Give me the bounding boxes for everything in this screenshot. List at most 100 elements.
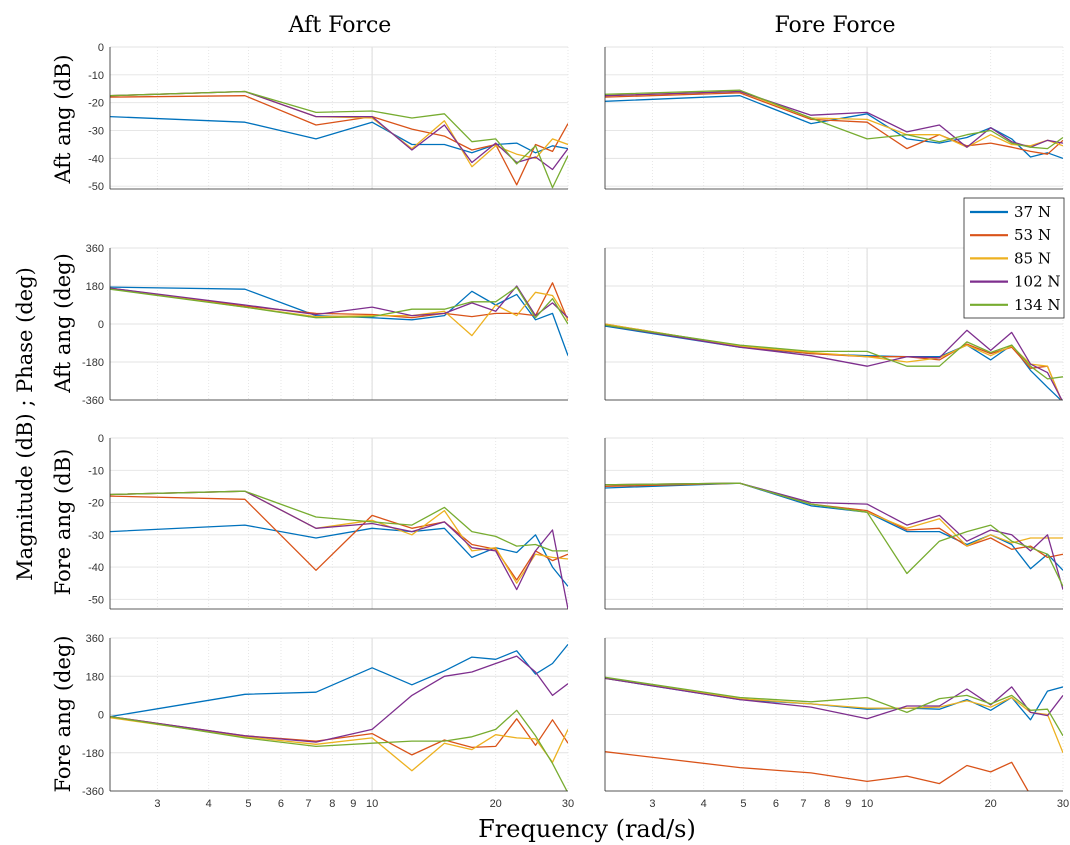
y-tick-label: -20 <box>88 98 104 110</box>
column-title-fore-force: Fore Force <box>775 13 896 38</box>
y-tick-label: 180 <box>86 671 104 683</box>
series-line-102-n <box>110 90 568 171</box>
y-tick-label: 360 <box>86 633 104 645</box>
panel-aft-force-aft-phase: 360 180 0 -180 -360 <box>82 243 569 407</box>
y-tick-label: -40 <box>88 562 104 574</box>
plot-area <box>110 438 568 609</box>
y-tick-label: -50 <box>88 594 104 606</box>
row-label-fore-mag: Fore ang (dB) <box>51 449 75 596</box>
series-line-134-n <box>605 482 1063 587</box>
series-line-85-n <box>110 717 568 772</box>
panel-fore-force-aft-mag <box>604 46 1064 190</box>
panel-fore-force-fore-mag <box>604 437 1064 610</box>
series-line-102-n <box>605 90 1063 148</box>
x-tick-label: 9 <box>845 798 851 810</box>
x-tick-label: 7 <box>305 798 311 810</box>
column-title-aft-force: Aft Force <box>288 13 392 38</box>
series-line-134-n <box>605 89 1063 150</box>
row-label-fore-phase: Fore ang (deg) <box>51 635 75 792</box>
series-group <box>110 282 568 356</box>
y-tick-label: 0 <box>98 319 104 331</box>
x-tick-label: 3 <box>154 798 160 810</box>
y-tick-label: -180 <box>82 357 104 369</box>
y-tick-label: -30 <box>88 530 104 542</box>
y-tick-label: -40 <box>88 153 104 165</box>
x-tick-label: 30 <box>1057 798 1069 810</box>
x-tick-label: 3 <box>649 798 655 810</box>
series-line-37-n <box>110 643 568 718</box>
legend: 37 N 53 N 85 N 102 N 134 N <box>963 197 1065 319</box>
x-tick-label: 8 <box>824 798 830 810</box>
y-tick-label: -360 <box>82 395 104 407</box>
legend-entry: 53 N <box>1014 226 1051 244</box>
series-line-102-n <box>110 285 568 319</box>
y-tick-label: 360 <box>86 243 104 255</box>
series-group <box>110 643 568 791</box>
series-line-134-n <box>110 709 568 791</box>
series-line-37-n <box>605 482 1063 571</box>
legend-entry: 102 N <box>1014 273 1061 291</box>
panel-aft-force-fore-mag: 0 -10 -20 -30 -40 -50 <box>88 433 569 610</box>
series-line-53-n <box>110 282 568 322</box>
series-line-134-n <box>110 90 568 189</box>
series-group <box>605 482 1063 590</box>
y-tick-label: 0 <box>98 433 104 445</box>
y-tick-label: 180 <box>86 281 104 293</box>
x-tick-label: 20 <box>490 798 502 810</box>
x-tick-label: 8 <box>329 798 335 810</box>
series-line-102-n <box>110 490 568 609</box>
common-y-label: Magnitude (dB) ; Phase (deg) <box>13 267 37 581</box>
x-tick-label: 6 <box>773 798 779 810</box>
series-line-134-n <box>110 286 568 325</box>
y-tick-label: -360 <box>82 786 104 798</box>
y-tick-label: 0 <box>98 42 104 54</box>
series-group <box>605 676 1063 791</box>
x-tick-label: 10 <box>366 798 378 810</box>
series-line-102-n <box>605 324 1063 400</box>
series-line-53-n <box>110 495 568 581</box>
x-tick-label: 30 <box>562 798 574 810</box>
panel-aft-force-fore-phase: 360 180 0 -180 -360 3 4 5 6 7 8 9 10 20 30 <box>82 633 574 810</box>
plot-area <box>605 438 1063 609</box>
legend-entry: 134 N <box>1014 296 1061 314</box>
x-tick-label: 10 <box>861 798 873 810</box>
x-tick-label: 5 <box>740 798 746 810</box>
x-tick-label: 7 <box>800 798 806 810</box>
y-tick-label: -180 <box>82 748 104 760</box>
y-tick-label: -50 <box>88 181 104 193</box>
series-line-37-n <box>110 286 568 356</box>
series-group <box>605 323 1063 400</box>
y-tick-label: -10 <box>88 70 104 82</box>
x-tick-label: 9 <box>350 798 356 810</box>
series-line-85-n <box>605 323 1062 400</box>
row-label-aft-mag: Aft ang (dB) <box>51 54 75 184</box>
series-line-37-n <box>110 524 568 587</box>
y-tick-label: -20 <box>88 498 104 510</box>
series-group <box>110 490 568 609</box>
panel-fore-force-fore-phase: 3 4 5 6 7 8 9 10 20 30 <box>604 637 1069 810</box>
x-tick-label: 5 <box>245 798 251 810</box>
y-tick-label: 0 <box>98 710 104 722</box>
series-group <box>605 89 1063 160</box>
series-line-134-n <box>605 324 1063 380</box>
x-tick-label: 20 <box>985 798 997 810</box>
y-tick-label: -30 <box>88 126 104 138</box>
x-axis-label: Frequency (rad/s) <box>478 815 696 843</box>
x-tick-label: 4 <box>206 798 212 810</box>
plot-area <box>110 47 568 189</box>
row-label-aft-phase: Aft ang (deg) <box>51 253 75 394</box>
series-line-102-n <box>110 655 568 743</box>
legend-entry: 37 N <box>1014 203 1051 221</box>
panels-group: 0-10-20-30-40-503601800-180-3600-10-20-3… <box>82 42 1069 810</box>
series-line-53-n <box>605 751 1029 791</box>
series-line-134-n <box>110 490 568 552</box>
panel-aft-force-aft-mag: 0 -10 -20 -30 -40 -50 <box>88 42 569 193</box>
y-tick-label: -10 <box>88 465 104 477</box>
series-group <box>110 90 568 189</box>
panel-fore-force-aft-phase <box>604 247 1064 401</box>
x-tick-label: 6 <box>278 798 284 810</box>
x-tick-label: 4 <box>701 798 707 810</box>
legend-entry: 85 N <box>1014 249 1051 267</box>
series-line-134-n <box>605 676 1063 737</box>
